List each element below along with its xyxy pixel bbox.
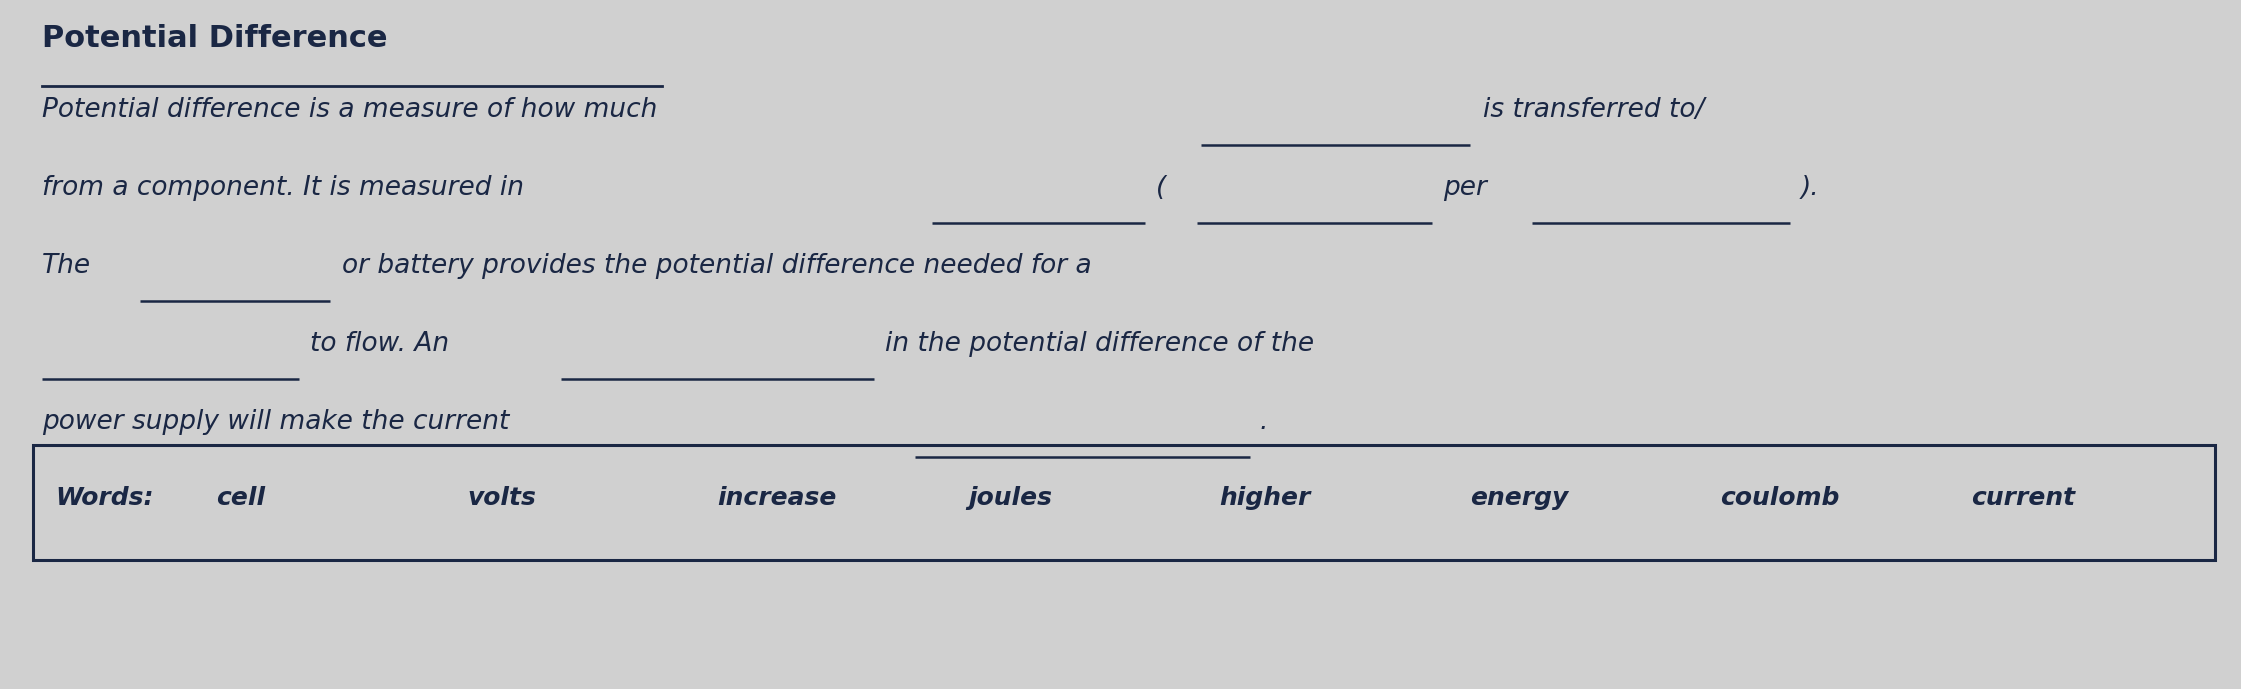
Text: power supply will make the current: power supply will make the current xyxy=(43,409,509,435)
Text: Potential difference is a measure of how much: Potential difference is a measure of how… xyxy=(43,97,657,123)
Text: to flow. An: to flow. An xyxy=(309,331,450,357)
FancyBboxPatch shape xyxy=(34,445,2214,559)
Text: The: The xyxy=(43,253,92,279)
Text: increase: increase xyxy=(717,486,836,511)
Text: joules: joules xyxy=(968,486,1053,511)
Text: energy: energy xyxy=(1470,486,1569,511)
Text: volts: volts xyxy=(466,486,536,511)
Text: cell: cell xyxy=(217,486,264,511)
Text: in the potential difference of the: in the potential difference of the xyxy=(885,331,1315,357)
Text: higher: higher xyxy=(1219,486,1311,511)
Text: (: ( xyxy=(1156,175,1168,201)
Text: Potential Difference: Potential Difference xyxy=(43,24,388,53)
Text: is transferred to/: is transferred to/ xyxy=(1484,97,1705,123)
Text: Words:: Words: xyxy=(56,486,155,511)
Text: .: . xyxy=(1259,409,1268,435)
Text: or battery provides the potential difference needed for a: or battery provides the potential differ… xyxy=(341,253,1091,279)
Text: ).: ). xyxy=(1802,175,1820,201)
Text: current: current xyxy=(1972,486,2075,511)
Text: coulomb: coulomb xyxy=(1721,486,1840,511)
Text: from a component. It is measured in: from a component. It is measured in xyxy=(43,175,524,201)
Text: per: per xyxy=(1443,175,1486,201)
